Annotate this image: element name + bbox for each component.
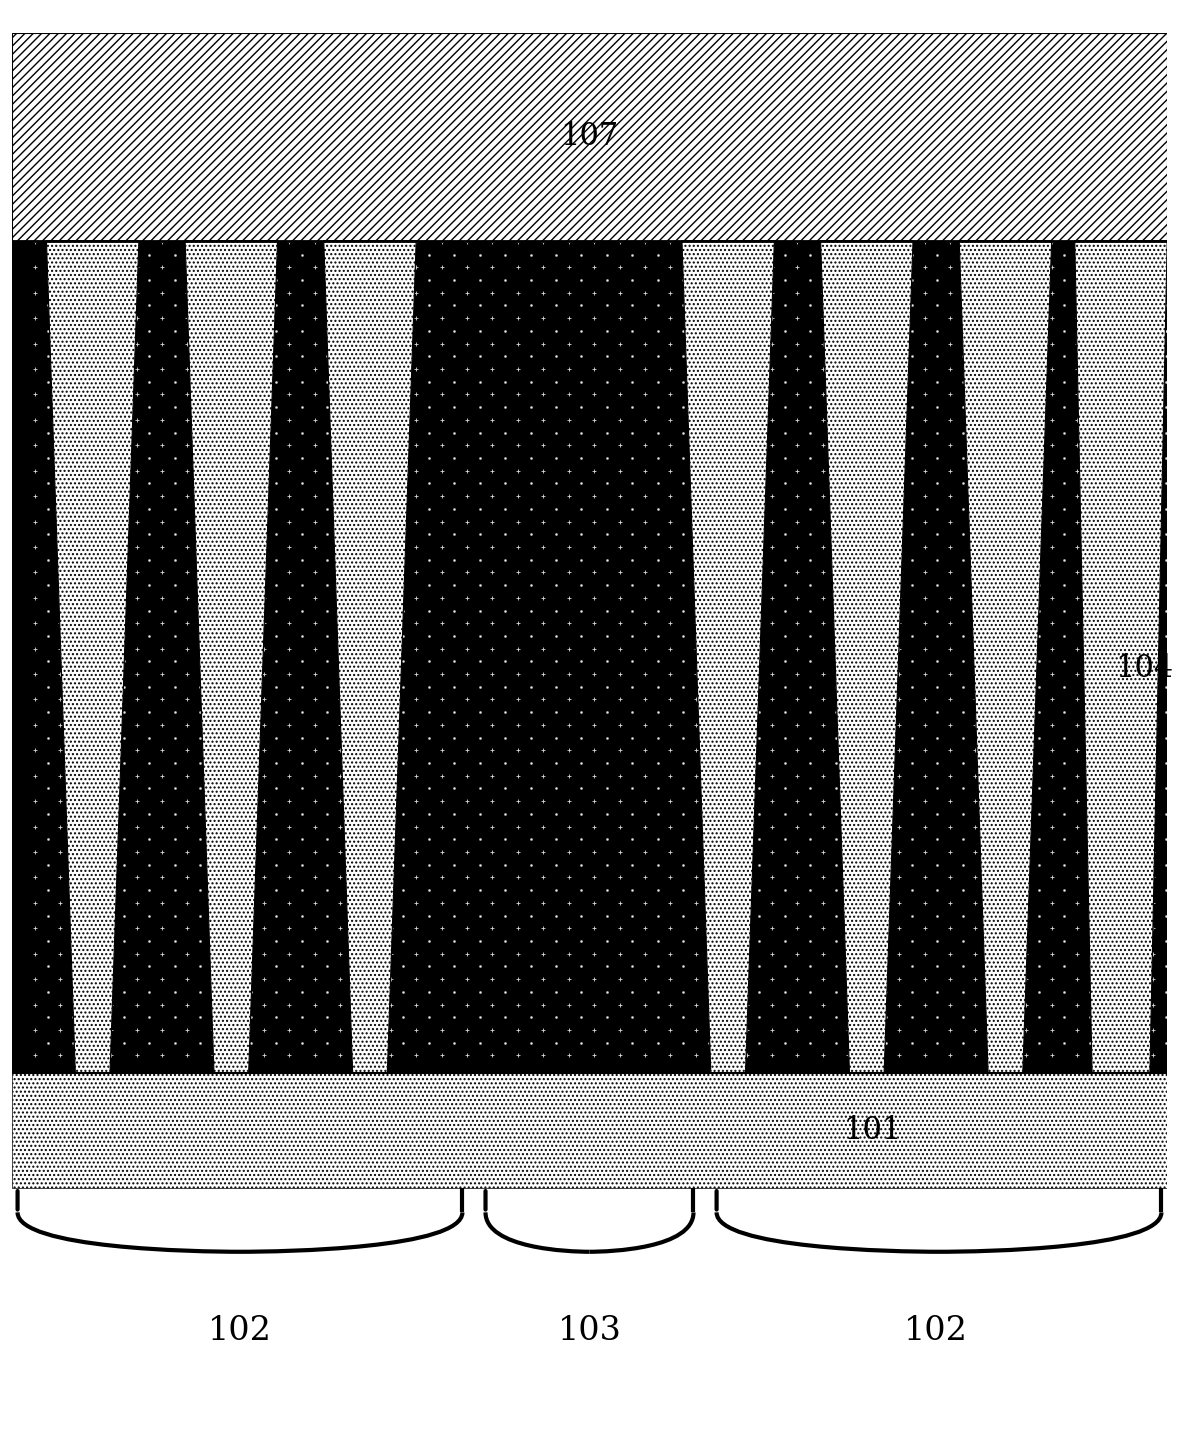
Polygon shape xyxy=(46,240,139,1073)
Polygon shape xyxy=(324,240,416,1073)
Bar xyxy=(12,33,1167,240)
Text: 107: 107 xyxy=(560,121,619,153)
Polygon shape xyxy=(324,240,416,1073)
Text: 102: 102 xyxy=(208,1315,271,1348)
Polygon shape xyxy=(960,240,1052,1073)
Polygon shape xyxy=(185,240,277,1073)
Polygon shape xyxy=(821,240,913,1073)
Polygon shape xyxy=(1075,240,1167,1073)
Polygon shape xyxy=(185,240,277,1073)
Text: 101: 101 xyxy=(844,1115,902,1146)
Bar xyxy=(12,1073,1167,1189)
Polygon shape xyxy=(960,240,1052,1073)
Polygon shape xyxy=(681,240,775,1073)
Text: 104: 104 xyxy=(1115,653,1173,684)
Polygon shape xyxy=(1075,240,1167,1073)
Polygon shape xyxy=(821,240,913,1073)
Text: 103: 103 xyxy=(558,1315,621,1348)
Bar xyxy=(12,33,1167,240)
Text: 102: 102 xyxy=(904,1315,968,1348)
Polygon shape xyxy=(46,240,139,1073)
Bar xyxy=(12,240,1167,1073)
Polygon shape xyxy=(681,240,775,1073)
